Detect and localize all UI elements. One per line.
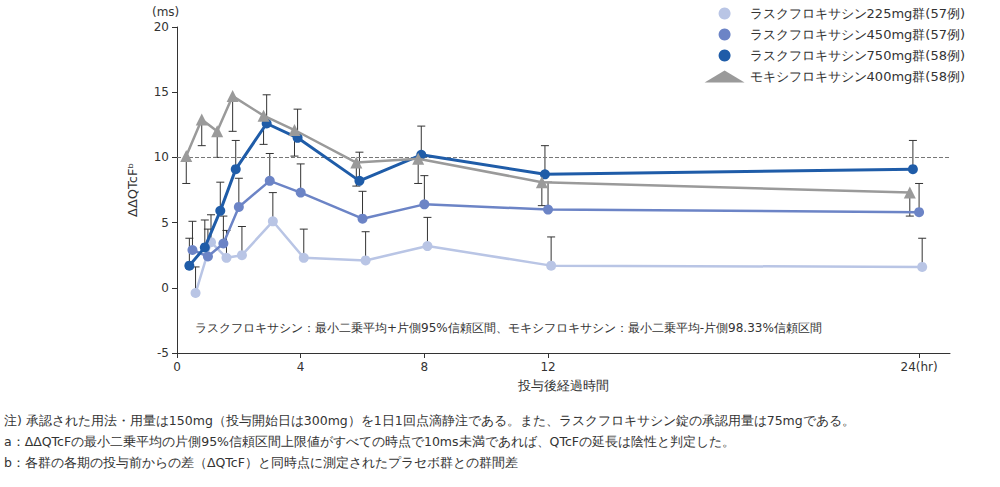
svg-text:10: 10 (154, 150, 169, 164)
svg-text:20: 20 (154, 20, 169, 34)
svg-text:ラスクフロキサシン450mg群(57例): ラスクフロキサシン450mg群(57例) (750, 27, 965, 42)
svg-text:ラスクフロキサシン：最小二乗平均+片側95%信頼区間、モキシ: ラスクフロキサシン：最小二乗平均+片側95%信頼区間、モキシフロキサシン：最小二… (195, 321, 822, 335)
svg-text:4: 4 (297, 360, 305, 374)
svg-text:0: 0 (161, 281, 169, 295)
svg-text:0: 0 (173, 360, 181, 374)
svg-text:ラスクフロキサシン750mg群(58例): ラスクフロキサシン750mg群(58例) (750, 48, 965, 63)
svg-text:a：ΔΔQTcFの最小二乗平均の片側95%信頼区間上限値がす: a：ΔΔQTcFの最小二乗平均の片側95%信頼区間上限値がすべての時点で10ms… (4, 434, 735, 449)
svg-text:-5: -5 (157, 346, 169, 360)
svg-text:5: 5 (161, 216, 169, 230)
svg-text:8: 8 (421, 360, 429, 374)
svg-text:15: 15 (154, 85, 169, 99)
svg-text:(ms): (ms) (152, 5, 179, 19)
svg-text:b：各群の各期の投与前からの差（ΔQTcF）と同時点に測定さ: b：各群の各期の投与前からの差（ΔQTcF）と同時点に測定されたプラセボ群との群… (4, 455, 518, 470)
svg-text:ラスクフロキサシン225mg群(57例): ラスクフロキサシン225mg群(57例) (750, 6, 965, 21)
svg-text:12: 12 (540, 360, 555, 374)
svg-text:ΔΔQTcFᵇ: ΔΔQTcFᵇ (125, 163, 140, 217)
svg-text:モキシフロキサシン400mg群(58例): モキシフロキサシン400mg群(58例) (750, 69, 965, 84)
svg-text:24(hr): 24(hr) (900, 360, 937, 374)
svg-text:注) 承認された用法・用量は150mg（投与開始日は300m: 注) 承認された用法・用量は150mg（投与開始日は300mg）を1日1回点滴静… (4, 413, 855, 428)
svg-text:投与後経過時間: 投与後経過時間 (517, 378, 609, 393)
